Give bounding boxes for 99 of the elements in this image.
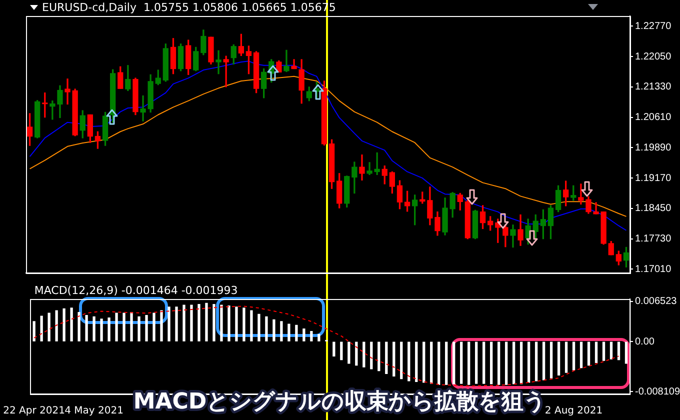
bar: [228, 306, 230, 342]
bar: [557, 342, 560, 376]
bar: [445, 342, 448, 385]
bar: [392, 342, 396, 376]
bar: [504, 342, 508, 385]
bar: [438, 342, 440, 385]
bar: [624, 342, 628, 364]
bar: [415, 342, 418, 382]
bar: [160, 310, 163, 342]
bar: [138, 316, 140, 342]
bar: [550, 342, 553, 378]
y-tick-label: 1.20610: [635, 112, 672, 124]
y-tick-label: 1.18450: [635, 203, 672, 214]
bar: [564, 342, 568, 373]
bar: [430, 342, 433, 384]
x-tick-label: 2 Aug 2021: [544, 406, 603, 417]
bar: [205, 302, 208, 342]
bar: [32, 321, 36, 342]
bar: [452, 342, 456, 384]
bar: [295, 324, 298, 342]
bar: [288, 324, 290, 342]
bar: [610, 342, 613, 360]
y-tick-label: 1.21330: [635, 82, 672, 93]
bar: [370, 342, 373, 370]
bar: [40, 316, 43, 342]
y-tick-label: -0.008109: [635, 386, 680, 398]
y-tick-label: 1.19890: [635, 142, 672, 154]
bar: [362, 342, 366, 368]
bar: [340, 342, 343, 360]
bar: [580, 342, 583, 368]
bar: [130, 312, 133, 342]
bar: [265, 316, 268, 342]
bar: [355, 342, 358, 366]
y-tick-label: 1.22770: [635, 20, 672, 32]
bar: [198, 304, 200, 342]
candlestick: [284, 50, 290, 72]
bar: [122, 312, 126, 342]
bar: [70, 308, 73, 342]
bar: [55, 310, 58, 342]
bar: [168, 306, 170, 342]
bar: [534, 342, 538, 382]
bar: [220, 304, 223, 342]
bar: [497, 342, 500, 385]
bar: [617, 342, 620, 360]
bar: [348, 342, 350, 364]
bar: [490, 342, 493, 384]
y-tick-label: 1.22050: [635, 51, 672, 62]
bar: [602, 342, 606, 361]
bar: [152, 312, 156, 342]
bar: [258, 314, 260, 342]
bar: [85, 314, 88, 342]
bar: [242, 308, 246, 342]
bar: [212, 304, 216, 342]
bar: [108, 318, 110, 342]
bar: [378, 342, 380, 372]
bar: [302, 328, 306, 342]
bar: [527, 342, 530, 383]
bar: [92, 316, 96, 342]
bar: [572, 342, 576, 370]
bar: [475, 342, 478, 384]
bar: [280, 321, 283, 342]
bar: [182, 304, 186, 342]
x-tick-label: 4 May 2021: [64, 406, 124, 417]
bar: [587, 342, 590, 366]
y-tick-label: 1.19170: [635, 172, 672, 184]
bar: [468, 342, 470, 385]
bar: [235, 306, 238, 342]
x-tick-label: 22 Apr 2021: [3, 406, 65, 417]
bar: [115, 312, 118, 342]
bar: [175, 306, 178, 342]
bar: [408, 342, 410, 382]
bar: [520, 342, 523, 384]
bar: [62, 308, 66, 342]
bar: [272, 319, 276, 342]
bar: [594, 342, 598, 364]
bar: [190, 304, 193, 342]
bar: [460, 342, 463, 384]
bar: [310, 331, 313, 342]
candlestick: [223, 56, 229, 88]
y-tick-label: 0.006523: [635, 296, 678, 308]
bar: [145, 314, 148, 342]
y-tick-label: 1.17010: [635, 264, 672, 275]
chart-title: MACD(12,26,9) -0.001464 -0.001993: [34, 284, 238, 297]
bar: [542, 342, 546, 380]
bar: [250, 310, 253, 342]
bar: [48, 312, 50, 342]
bar: [482, 342, 486, 384]
bar: [385, 342, 388, 374]
bar: [318, 334, 320, 342]
bar: [78, 312, 80, 342]
candlestick: [216, 50, 222, 74]
bar: [100, 318, 103, 342]
bar: [512, 342, 516, 384]
line-series: [34, 306, 620, 387]
y-tick-label: 0.00: [635, 336, 655, 348]
bar: [400, 342, 403, 380]
bar: [332, 342, 336, 356]
y-tick-label: 1.17730: [635, 234, 672, 245]
bar: [422, 342, 426, 383]
